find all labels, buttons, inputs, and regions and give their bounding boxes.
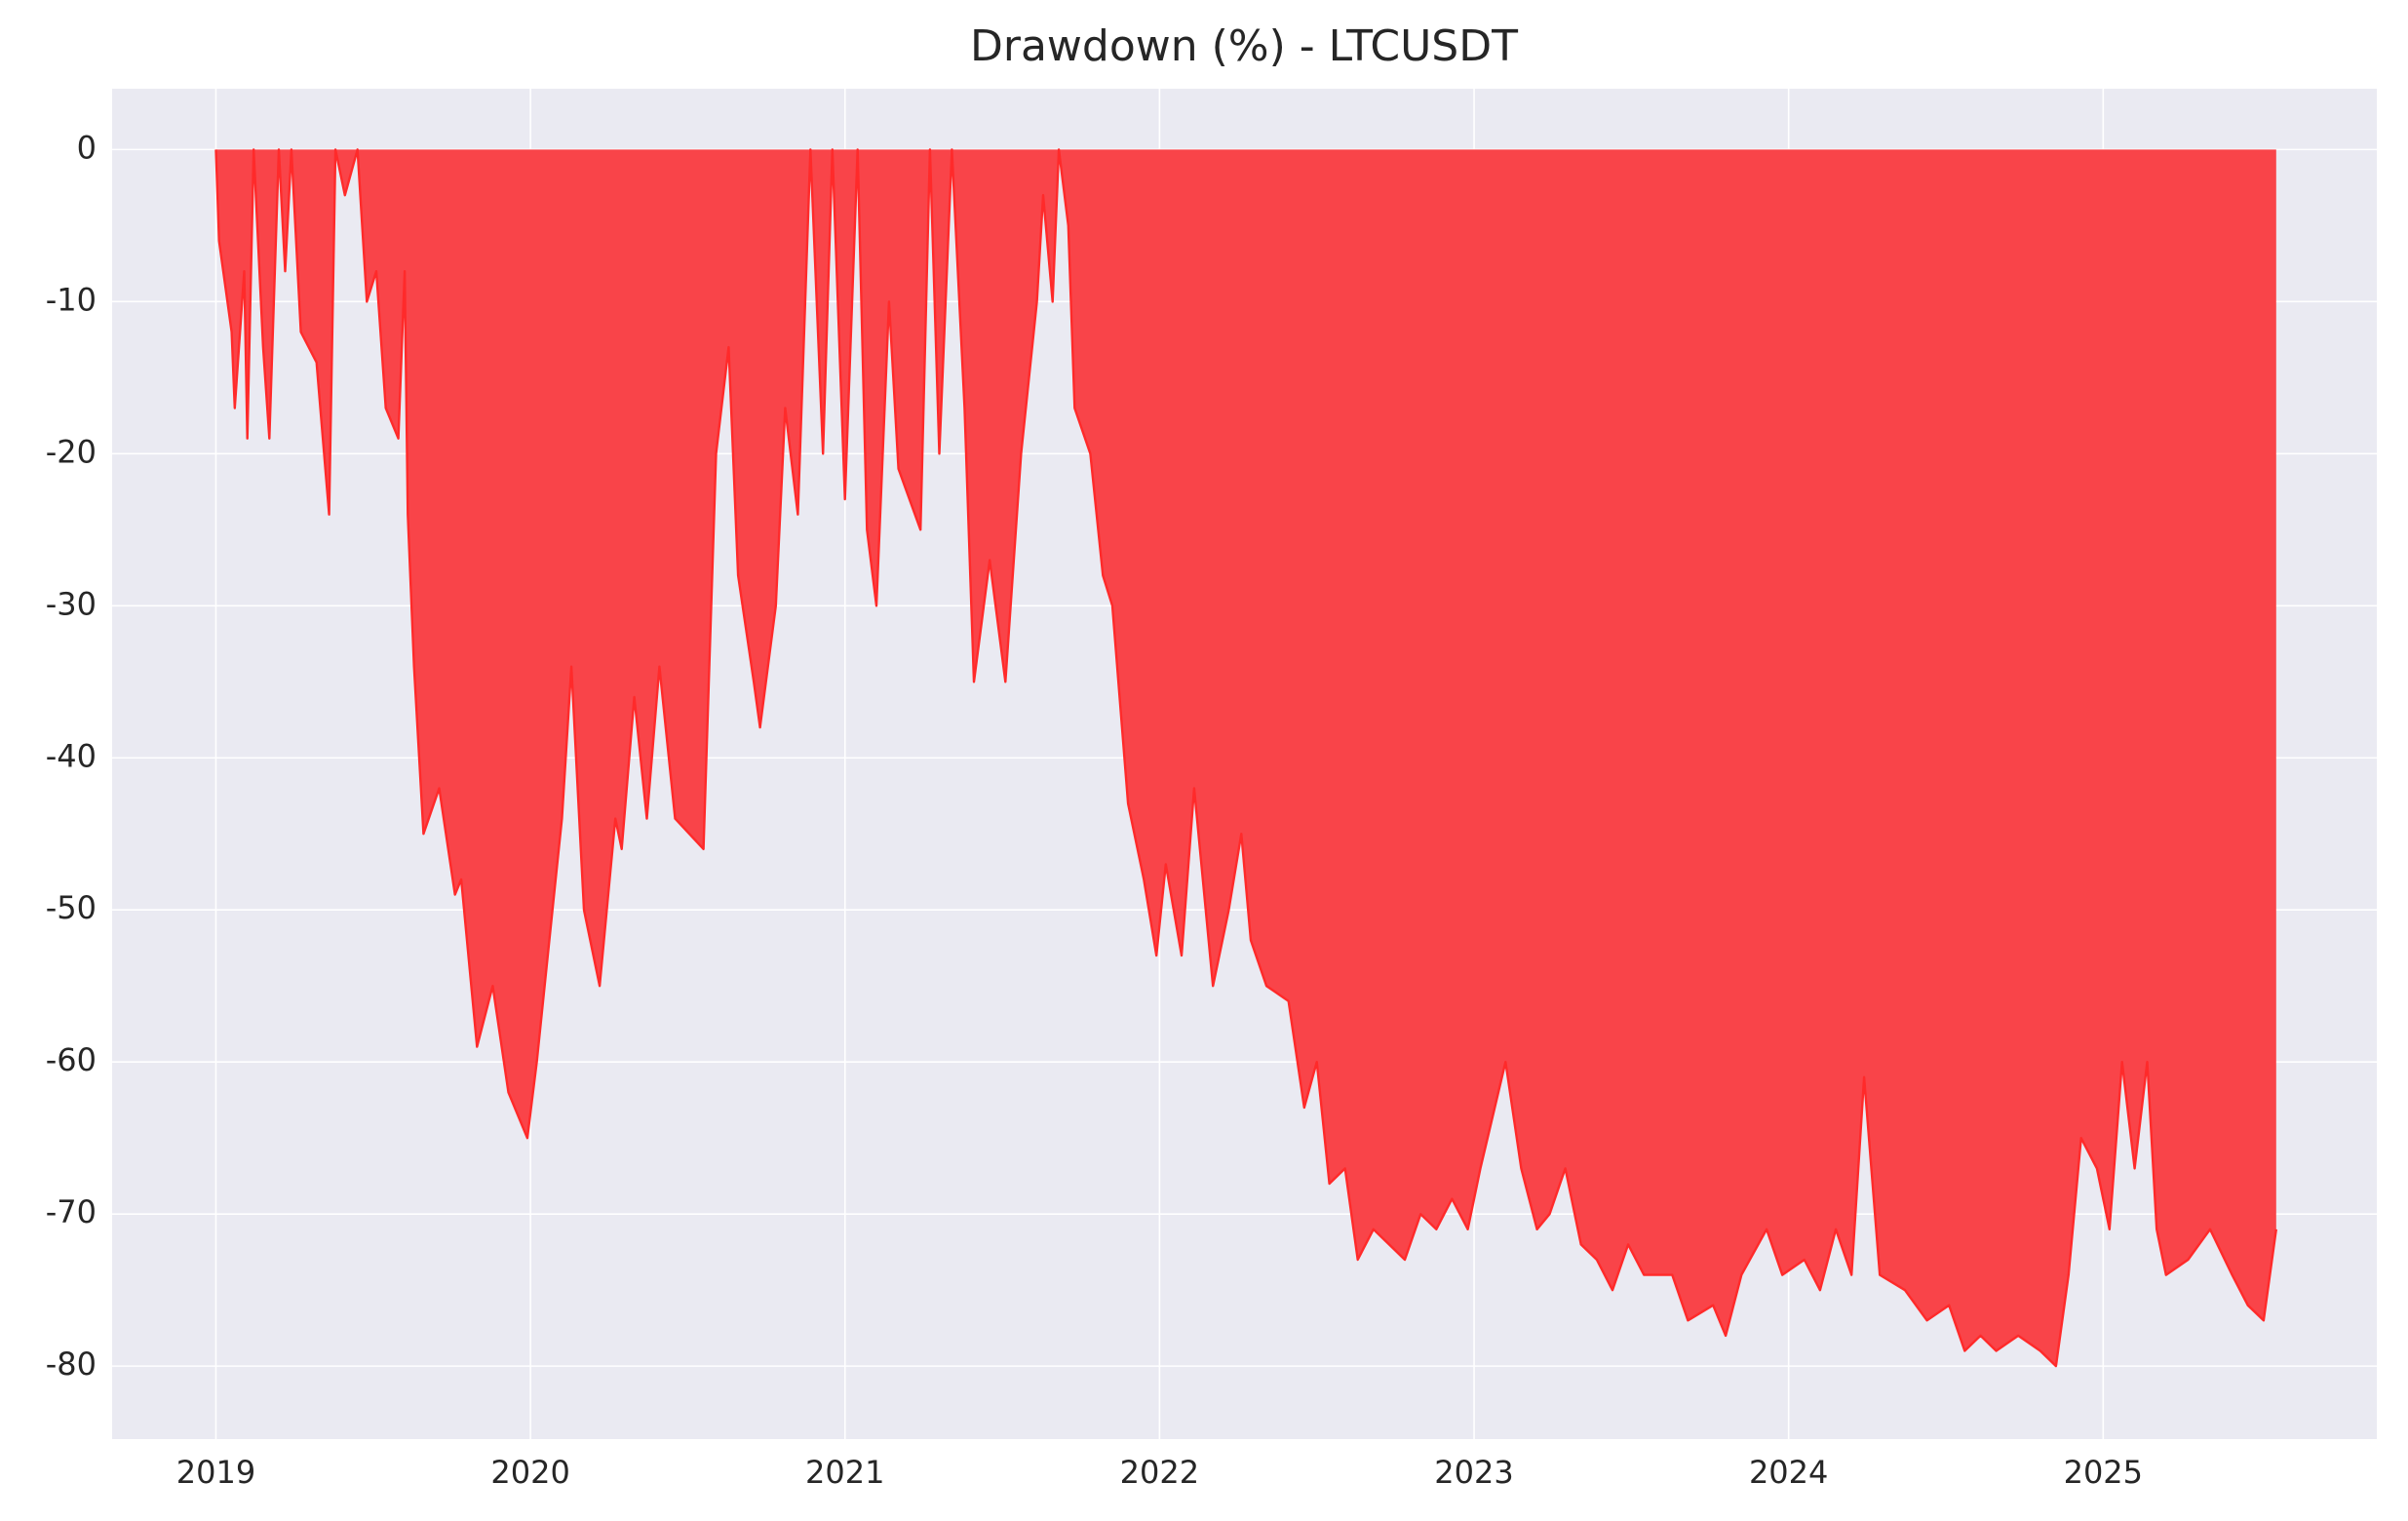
y-tick-label: -70 [46, 1193, 97, 1230]
area-fill [215, 149, 2276, 1367]
area-line [214, 148, 2277, 1368]
x-tick-label: 2021 [805, 1454, 884, 1491]
y-tick-label: -40 [46, 737, 97, 774]
x-tick-label: 2025 [2064, 1454, 2143, 1491]
y-tick-label: 0 [77, 129, 97, 166]
y-tick-label: -20 [46, 433, 97, 470]
y-tick-label: -50 [46, 889, 97, 926]
chart-title: Drawdown (%) - LTCUSDT [970, 21, 1518, 71]
x-tick-label: 2022 [1120, 1454, 1199, 1491]
y-tick-label: -30 [46, 585, 97, 622]
x-tick-label: 2024 [1749, 1454, 1828, 1491]
y-tick-label: -10 [46, 281, 97, 318]
x-tick-label: 2020 [490, 1454, 569, 1491]
x-tick-label: 2023 [1434, 1454, 1513, 1491]
x-tick-label: 2019 [176, 1454, 255, 1491]
y-tick-label: -80 [46, 1346, 97, 1383]
y-tick-label: -60 [46, 1041, 97, 1078]
